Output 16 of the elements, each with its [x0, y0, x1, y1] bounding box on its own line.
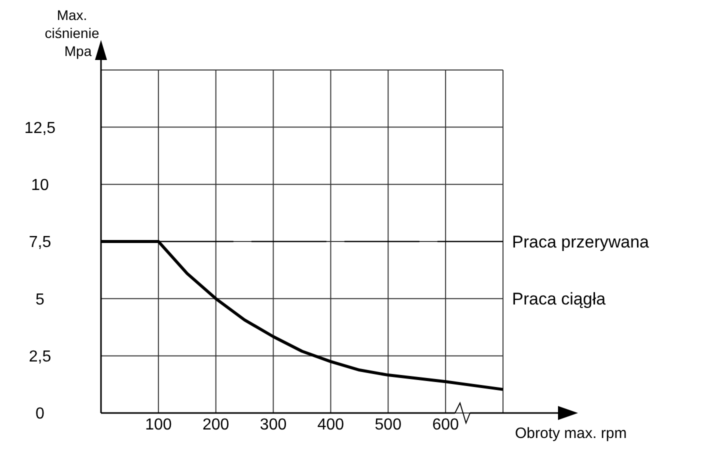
y-tick-label: 5: [36, 291, 45, 308]
series-label: Praca przerywana: [512, 232, 650, 252]
y-tick-label: 7,5: [28, 234, 52, 252]
x-tick-label: 600: [432, 416, 460, 434]
x-axis-title: Obroty max. rpm: [515, 425, 627, 442]
x-tick-label: 100: [145, 416, 172, 434]
text: Praca ciągła: [512, 290, 606, 309]
x-tick-label: 300: [260, 416, 287, 434]
y-tick-label: 12,5: [24, 120, 56, 137]
x-tick-label: 500: [374, 416, 402, 434]
y-tick-label: 10: [31, 176, 49, 194]
y-tick-label: 2,5: [28, 348, 52, 366]
x-tick-label: 400: [317, 416, 344, 434]
x-tick-label: 200: [202, 416, 230, 434]
y-tick-label: 0: [36, 406, 45, 423]
y-axis-title: Max. ciśnienie Mpa: [44, 7, 100, 59]
